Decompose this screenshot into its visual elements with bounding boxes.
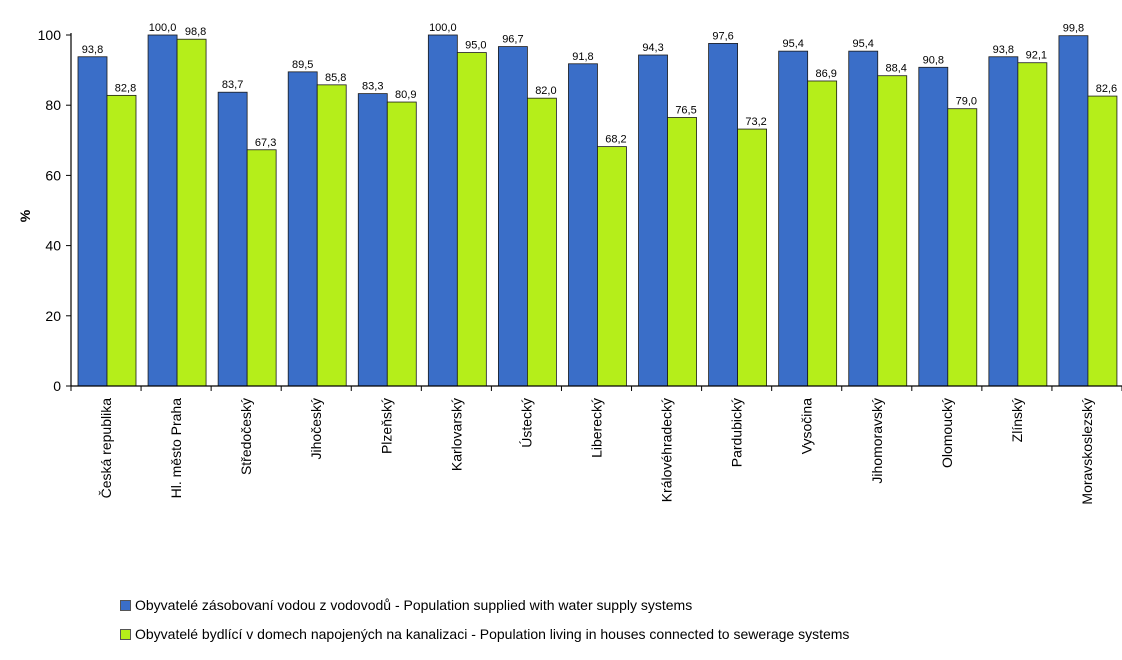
bar-s2-15 (1087, 95, 1118, 387)
bar-s1-8 (568, 63, 598, 387)
bar-s2-5 (386, 101, 417, 387)
value-label-s1-14: 93,8 (993, 44, 1014, 56)
bar-s2-14 (1017, 62, 1048, 387)
x-tick-label-11: Vysočina (799, 398, 815, 455)
value-label-s2-13: 79,0 (956, 96, 977, 108)
x-tick-label-3: Středočeský (238, 398, 254, 475)
bar-s2-1 (106, 94, 137, 387)
value-label-s2-10: 73,2 (745, 116, 766, 128)
legend-label-sewerage: Obyvatelé bydlící v domech napojených na… (135, 626, 850, 642)
x-tick-label-7: Ústecký (518, 398, 534, 448)
value-label-s1-10: 97,6 (712, 30, 733, 42)
value-label-s2-9: 76,5 (675, 104, 696, 116)
x-tick-label-2: Hl. město Praha (168, 398, 184, 499)
bar-s1-12 (848, 50, 879, 387)
value-label-s1-15: 99,8 (1063, 23, 1084, 35)
x-tick-label-5: Plzeňský (378, 398, 394, 454)
x-tick-label-8: Liberecký (589, 398, 605, 458)
bar-s1-7 (497, 46, 528, 387)
legend-item-sewerage: Obyvatelé bydlící v domech napojených na… (120, 625, 849, 643)
bar-s2-7 (527, 97, 557, 387)
bar-s2-4 (316, 84, 347, 387)
y-tick-label-0: 0 (53, 378, 61, 394)
bar-s1-6 (427, 34, 458, 387)
value-label-s1-11: 95,4 (782, 38, 803, 50)
x-tick-label-12: Jihomoravský (869, 398, 885, 484)
value-label-s1-3: 83,7 (222, 79, 243, 91)
value-label-s2-5: 80,9 (395, 89, 416, 101)
value-label-s1-12: 95,4 (853, 38, 874, 50)
bar-s1-5 (357, 93, 388, 387)
bar-s1-14 (988, 56, 1019, 387)
value-label-s2-6: 95,0 (465, 40, 486, 52)
bar-s2-12 (877, 75, 908, 387)
axes-layer (70, 33, 1122, 387)
y-tick-label-100: 100 (38, 27, 62, 43)
value-label-s1-4: 89,5 (292, 59, 313, 71)
legend-swatch-water (120, 599, 131, 611)
y-tick-label-80: 80 (45, 97, 61, 113)
bar-s1-11 (778, 50, 809, 387)
value-label-s2-12: 88,4 (886, 63, 907, 75)
legend-swatch-sewerage (120, 628, 131, 640)
value-label-s2-8: 68,2 (605, 134, 626, 146)
value-label-s1-13: 90,8 (923, 54, 944, 66)
value-label-s1-7: 96,7 (502, 34, 523, 46)
value-label-s2-11: 86,9 (815, 68, 836, 80)
value-label-s2-7: 82,0 (535, 85, 556, 97)
bar-s2-9 (667, 117, 697, 387)
x-tick-label-15: Moravskoslezský (1079, 398, 1095, 505)
x-tick-label-6: Karlovarský (448, 398, 464, 471)
value-label-s1-8: 91,8 (572, 51, 593, 63)
x-tick-label-1: Česká republika (98, 398, 114, 499)
y-tick-label-60: 60 (45, 167, 61, 183)
y-tick-label-40: 40 (45, 238, 61, 254)
legend: Obyvatelé zásobovaní vodou z vodovodů - … (120, 596, 849, 654)
legend-item-water: Obyvatelé zásobovaní vodou z vodovodů - … (120, 596, 849, 614)
value-label-s2-4: 85,8 (325, 72, 346, 84)
bar-s1-2 (147, 34, 178, 387)
bar-s2-13 (947, 108, 978, 387)
x-tick-label-14: Zlínský (1009, 398, 1025, 442)
bar-s1-1 (77, 56, 108, 387)
value-label-s1-9: 94,3 (642, 42, 663, 54)
bar-s1-13 (918, 66, 949, 387)
y-tick-label-20: 20 (45, 308, 61, 324)
bar-s1-4 (287, 71, 318, 387)
value-labels-layer: 93,8 82,8 100,0 98,8 83,7 67,3 89,5 85,8 83,3 80,… (82, 22, 1117, 149)
x-tick-label-4: Jihočeský (308, 398, 324, 459)
value-label-s2-14: 92,1 (1026, 50, 1047, 62)
bar-s1-3 (217, 91, 248, 387)
bar-s1-9 (638, 54, 668, 387)
bar-s2-3 (246, 149, 277, 387)
y-axis-label: % (17, 209, 33, 222)
bar-s2-8 (597, 146, 627, 387)
value-label-s2-3: 67,3 (255, 137, 276, 149)
x-tick-label-10: Pardubický (729, 398, 745, 467)
value-label-s2-2: 98,8 (185, 26, 206, 38)
value-label-s1-6: 100,0 (429, 22, 457, 34)
x-tick-label-9: Královéhradecký (659, 398, 675, 502)
bar-s2-2 (176, 38, 207, 387)
legend-label-water: Obyvatelé zásobovaní vodou z vodovodů - … (135, 597, 693, 613)
value-label-s1-5: 83,3 (362, 81, 383, 93)
value-label-s1-1: 93,8 (82, 44, 103, 56)
x-ticks-layer: Česká republika Hl. město Praha Středočesk… (70, 386, 1122, 505)
x-tick-label-13: Olomoucký (939, 398, 955, 468)
y-ticks-layer: 0 20 40 60 80 100 (38, 27, 71, 394)
value-label-s1-2: 100,0 (149, 22, 177, 34)
bars-layer (77, 34, 1118, 387)
value-label-s2-15: 82,6 (1096, 83, 1117, 95)
bar-s1-15 (1058, 35, 1089, 387)
value-label-s2-1: 82,8 (115, 82, 136, 94)
bar-s2-11 (807, 80, 838, 387)
bar-s2-10 (737, 128, 767, 387)
bar-s1-10 (708, 43, 738, 387)
bar-s2-6 (456, 52, 487, 387)
